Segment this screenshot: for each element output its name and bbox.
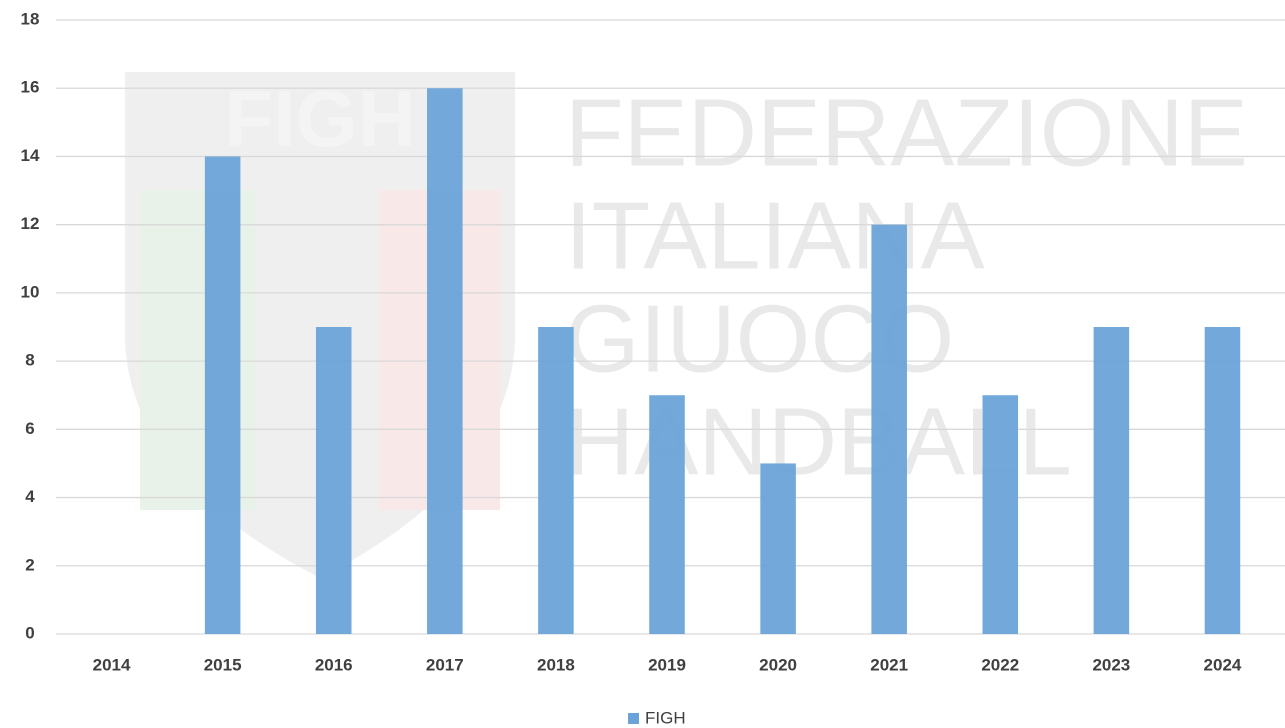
watermark-text: FEDERAZIONE — [565, 79, 1248, 186]
bar — [1204, 327, 1241, 634]
bar — [315, 327, 352, 634]
x-tick-label: 2022 — [981, 655, 1019, 674]
x-tick-label: 2020 — [759, 655, 797, 674]
y-tick-label: 0 — [25, 623, 34, 642]
y-tick-label: 4 — [25, 487, 35, 506]
legend-swatch — [628, 713, 639, 724]
bar — [538, 327, 574, 634]
y-tick-label: 16 — [21, 78, 40, 97]
bar — [427, 88, 463, 634]
y-tick-label: 12 — [21, 214, 40, 233]
bar — [649, 395, 685, 634]
x-tick-label: 2016 — [315, 655, 353, 674]
watermark-text: ITALIANA — [565, 182, 985, 289]
watermark-logo: FIGH — [224, 74, 415, 163]
y-tick-label: 6 — [25, 419, 34, 438]
x-tick-label: 2019 — [648, 655, 686, 674]
y-tick-label: 18 — [21, 9, 40, 28]
y-tick-label: 8 — [25, 351, 34, 370]
y-tick-label: 14 — [21, 146, 40, 165]
x-tick-label: 2017 — [426, 655, 464, 674]
bar — [871, 224, 907, 634]
legend-label: FIGH — [645, 708, 686, 727]
bar — [204, 156, 241, 634]
x-tick-label: 2023 — [1092, 655, 1130, 674]
x-tick-label: 2018 — [537, 655, 575, 674]
y-tick-label: 2 — [25, 555, 34, 574]
x-tick-label: 2024 — [1204, 655, 1242, 674]
x-tick-label: 2014 — [93, 655, 131, 674]
x-tick-label: 2015 — [204, 655, 242, 674]
bar — [1093, 327, 1130, 634]
y-tick-label: 10 — [21, 282, 40, 301]
bar — [760, 463, 796, 634]
bar — [982, 395, 1019, 634]
x-tick-label: 2021 — [870, 655, 908, 674]
